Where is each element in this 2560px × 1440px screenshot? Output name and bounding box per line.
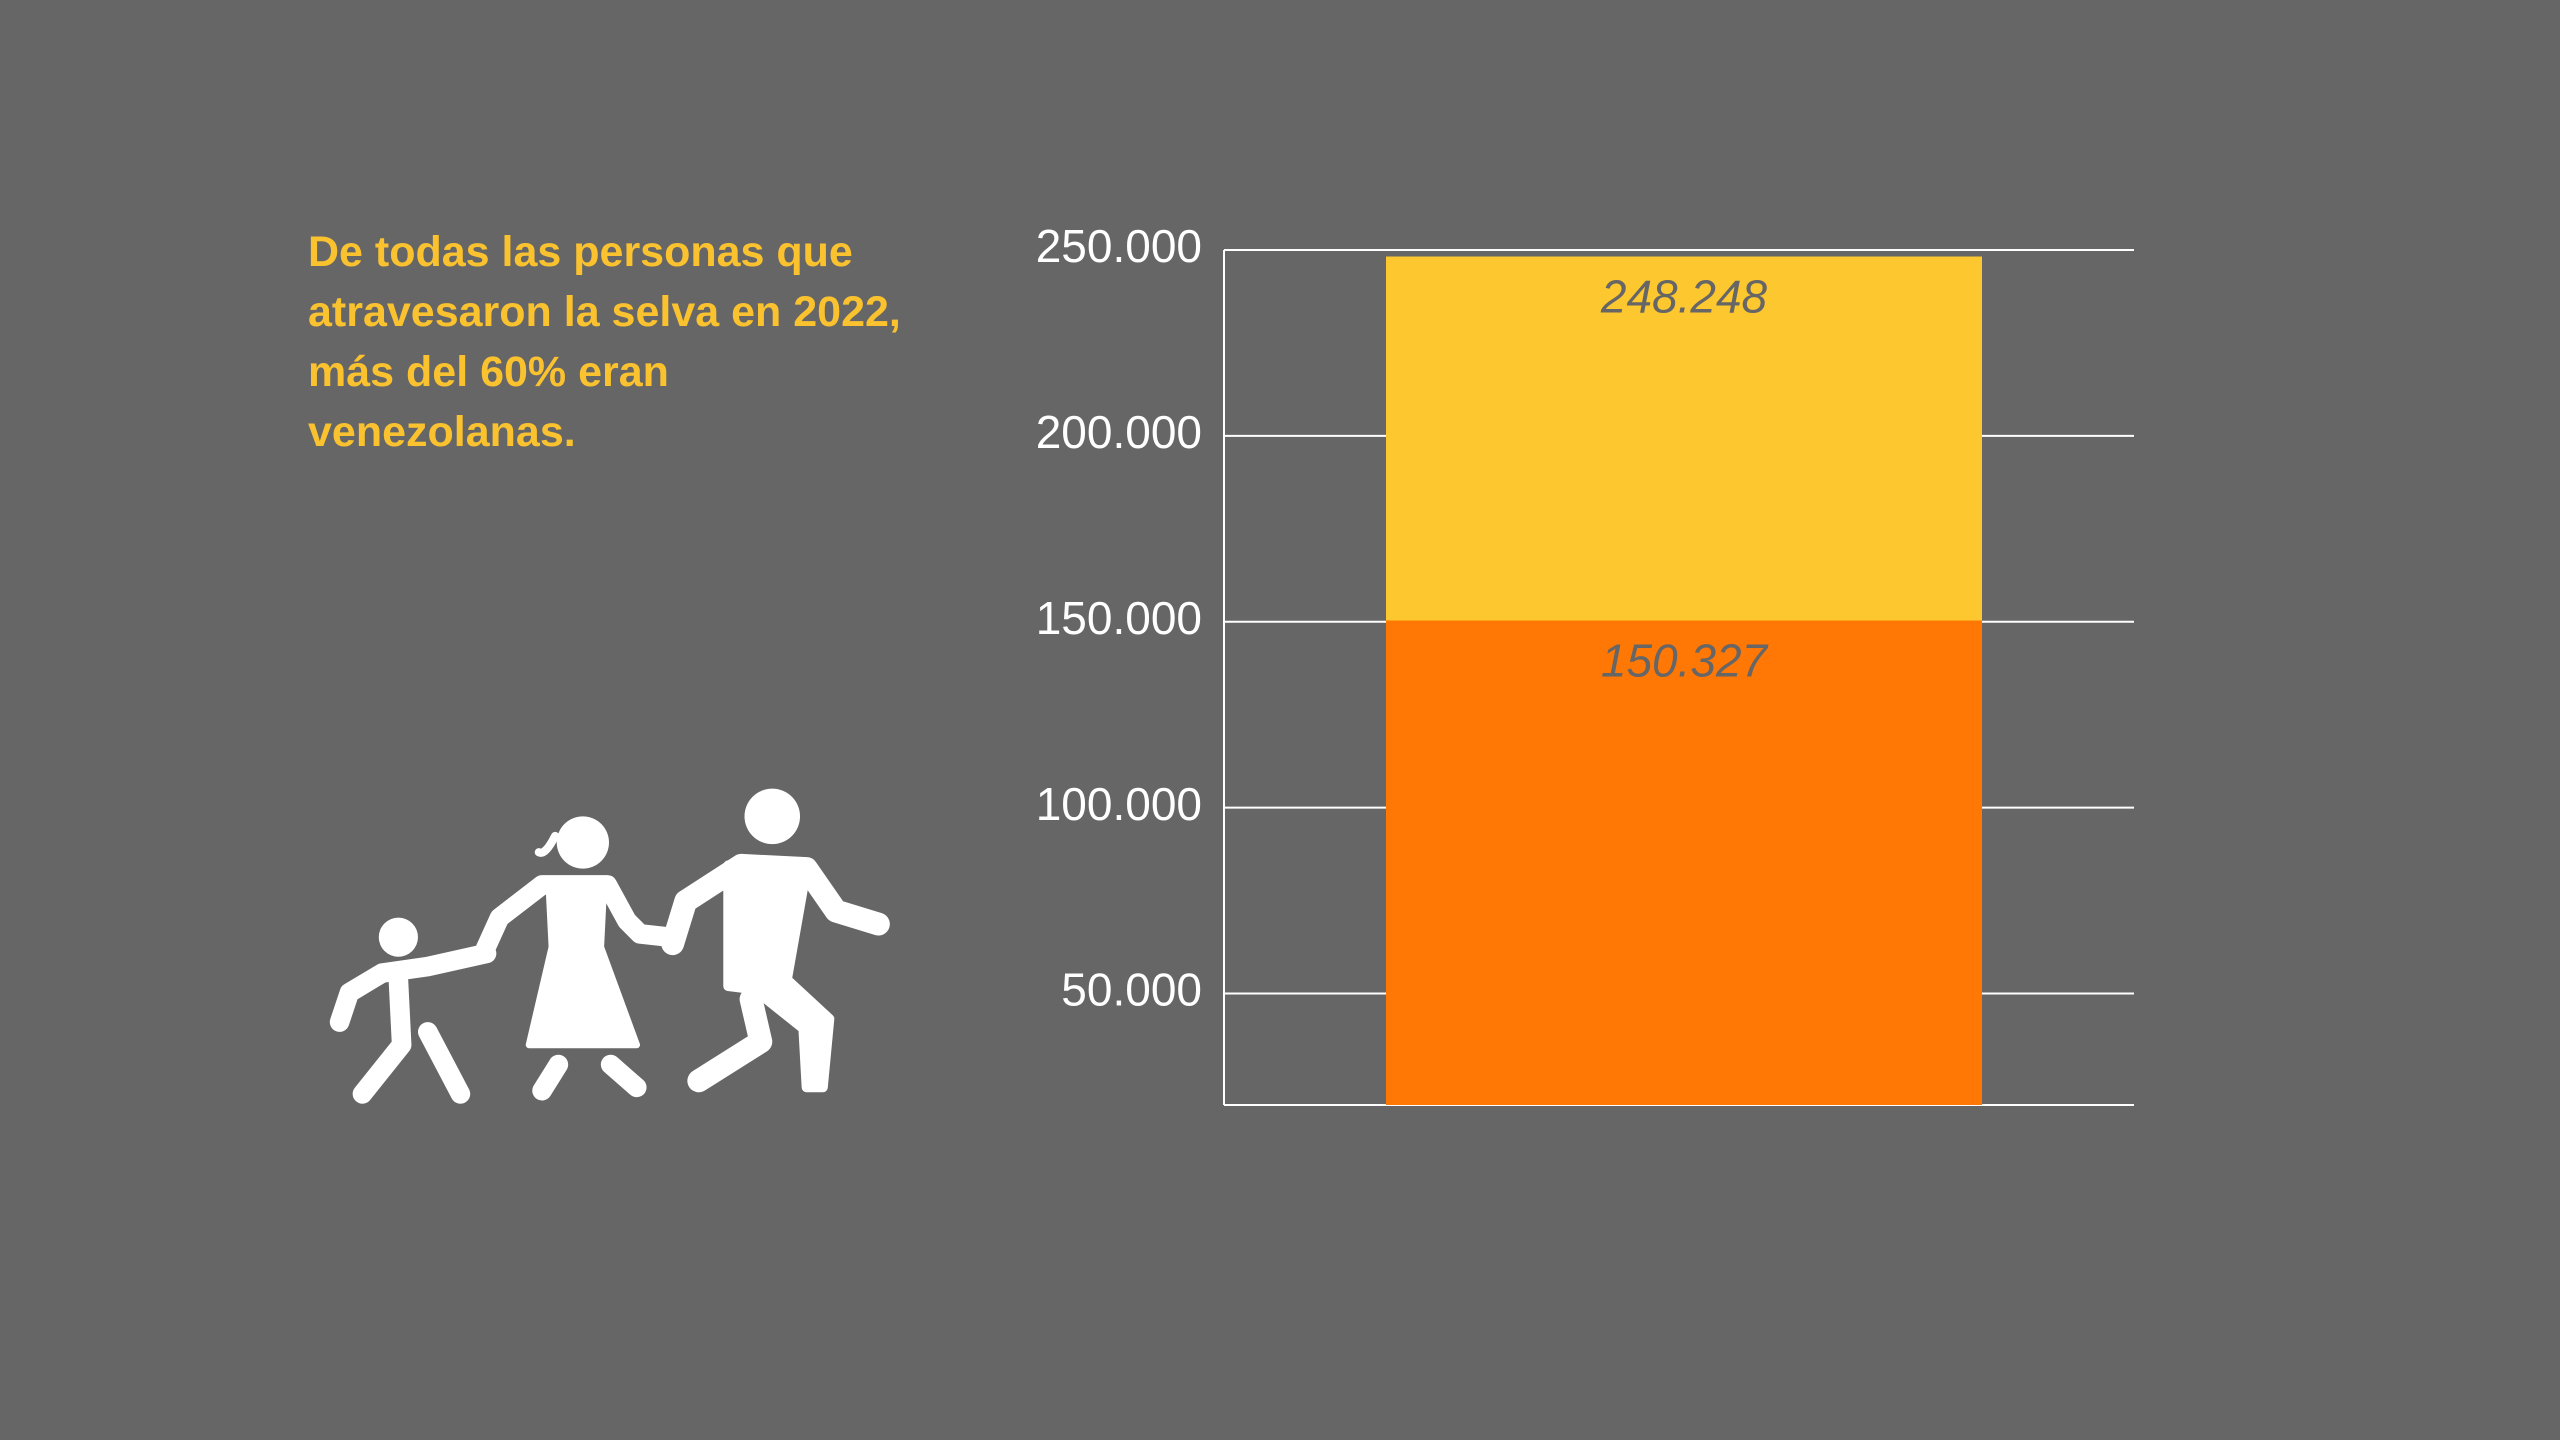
y-tick-label: 150.000	[1036, 592, 1202, 644]
y-tick-label: 250.000	[1036, 220, 1202, 272]
family-icon	[329, 788, 890, 1104]
y-tick-label: 100.000	[1036, 778, 1202, 830]
value-label: 248.248	[1600, 271, 1768, 323]
bar	[1386, 620, 1982, 1105]
subtitle: De todas las personas que atravesaron la…	[308, 228, 901, 456]
value-label: 150.327	[1601, 635, 1769, 687]
y-tick-label: 200.000	[1036, 406, 1202, 458]
y-tick-label: 50.000	[1061, 964, 1202, 1016]
